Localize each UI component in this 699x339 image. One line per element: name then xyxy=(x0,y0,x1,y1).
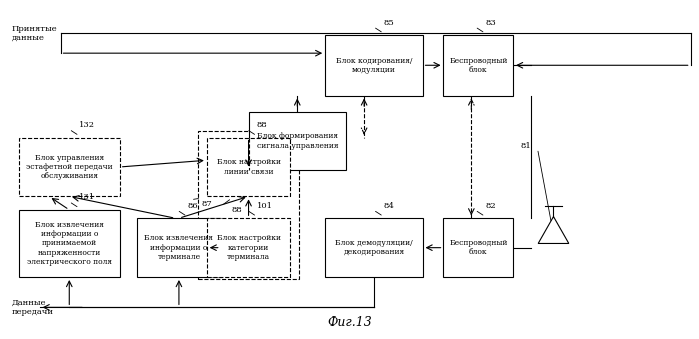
FancyBboxPatch shape xyxy=(207,218,290,277)
FancyBboxPatch shape xyxy=(325,218,423,277)
Text: 132: 132 xyxy=(80,121,95,129)
Text: Блок кодирования/
модуляции: Блок кодирования/ модуляции xyxy=(336,57,412,74)
FancyBboxPatch shape xyxy=(207,138,290,196)
Text: 131: 131 xyxy=(80,194,96,201)
Text: 88: 88 xyxy=(232,206,243,215)
Text: 85: 85 xyxy=(384,19,394,26)
FancyBboxPatch shape xyxy=(249,112,346,170)
Text: Блок управления
эстафетной передачи
обслуживания: Блок управления эстафетной передачи обсл… xyxy=(26,154,113,180)
Text: 88: 88 xyxy=(257,121,268,129)
FancyBboxPatch shape xyxy=(325,35,423,96)
Text: Данные
передачи: Данные передачи xyxy=(12,299,54,316)
Text: 101: 101 xyxy=(257,202,273,210)
FancyBboxPatch shape xyxy=(443,218,513,277)
Text: Принятые
данные: Принятые данные xyxy=(12,25,57,42)
Text: Блок демодуляции/
декодирования: Блок демодуляции/ декодирования xyxy=(335,239,412,256)
FancyBboxPatch shape xyxy=(19,138,120,196)
Text: Блок извлечения
информации о
терминале: Блок извлечения информации о терминале xyxy=(145,235,213,261)
Text: 81: 81 xyxy=(520,142,531,150)
FancyBboxPatch shape xyxy=(443,35,513,96)
Text: 83: 83 xyxy=(485,19,496,26)
Text: 87: 87 xyxy=(201,200,212,208)
FancyBboxPatch shape xyxy=(19,210,120,277)
FancyBboxPatch shape xyxy=(137,218,221,277)
Text: 84: 84 xyxy=(384,202,394,210)
Text: Блок настройки
линии связи: Блок настройки линии связи xyxy=(217,158,280,176)
Text: 82: 82 xyxy=(485,202,496,210)
Text: Беспроводный
блок: Беспроводный блок xyxy=(449,57,507,74)
Text: Блок извлечения
информации о
принимаемой
напряженности
электрического поля: Блок извлечения информации о принимаемой… xyxy=(27,221,112,266)
Text: Фиг.13: Фиг.13 xyxy=(327,316,372,329)
Text: Блок формирования
сигнала управления: Блок формирования сигнала управления xyxy=(257,132,338,149)
Text: Беспроводный
блок: Беспроводный блок xyxy=(449,239,507,256)
Text: 86: 86 xyxy=(187,202,198,210)
Text: Блок настройки
категории
терминала: Блок настройки категории терминала xyxy=(217,235,280,261)
